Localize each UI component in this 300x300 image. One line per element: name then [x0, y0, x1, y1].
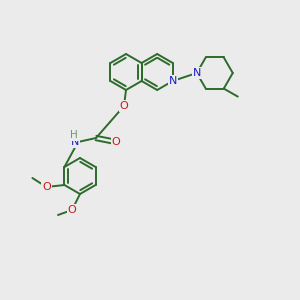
Text: N: N — [70, 137, 79, 147]
Text: H: H — [70, 130, 78, 140]
Text: O: O — [42, 182, 51, 192]
Text: O: O — [68, 205, 76, 215]
Text: O: O — [112, 137, 120, 147]
Text: O: O — [120, 101, 128, 111]
Text: N: N — [169, 76, 177, 86]
Text: N: N — [193, 68, 201, 78]
